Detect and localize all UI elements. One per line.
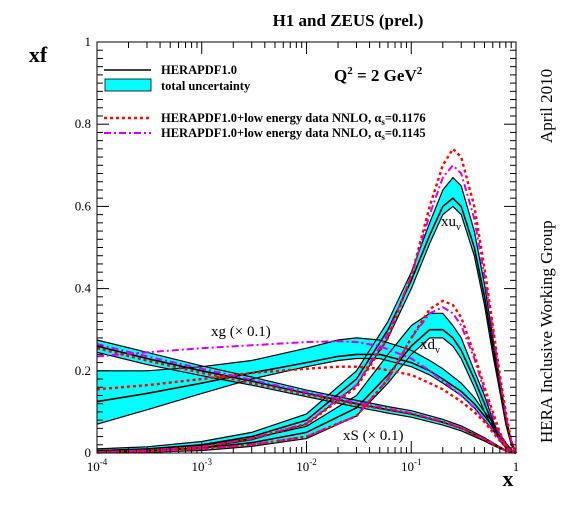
legend-herapdf-label: HERAPDF1.0 — [161, 63, 237, 77]
xuv-central-line — [96, 197, 517, 454]
curve-label-xg: xg (× 0.1) — [211, 324, 271, 340]
x-axis-title: x — [503, 466, 514, 491]
xdv-nnlo-1145-line — [96, 305, 517, 454]
y-tick-label: 0.2 — [75, 363, 91, 378]
axis-ticks: 0 0.2 0.4 0.6 0.8 1 10-4 10-3 10-2 10-1 1 — [75, 34, 520, 474]
xg_scaled-central-line — [96, 353, 517, 454]
y-tick-label: 0 — [85, 445, 92, 460]
curve-label-xuv: xuv — [441, 214, 461, 233]
x-tick-label: 10-3 — [192, 457, 213, 474]
y-tick-label: 1 — [85, 34, 92, 49]
xuv-nnlo-1145-line — [96, 163, 517, 454]
legend-nnlo-1176-label: HERAPDF1.0+low energy data NNLO, αs=0.11… — [161, 111, 426, 127]
central-curves — [96, 176, 517, 454]
y-tick-label: 0.6 — [75, 198, 92, 213]
legend-nnlo-1145-label: HERAPDF1.0+low energy data NNLO, αs=0.11… — [161, 126, 426, 142]
chart-title: H1 and ZEUS (prel.) — [273, 11, 424, 30]
y-tick-label: 0.4 — [75, 281, 92, 296]
legend-uncertainty-label: total uncertainty — [161, 79, 251, 93]
curve-label-xs: xS (× 0.1) — [343, 428, 404, 444]
legend: HERAPDF1.0 total uncertainty HERAPDF1.0+… — [104, 63, 426, 142]
side-label-group: HERA Inclusive Working Group — [537, 220, 556, 443]
xdv-band — [97, 313, 516, 453]
curve-label-xdv: xdv — [420, 337, 440, 356]
x-tick-label: 10-4 — [87, 457, 108, 474]
xS_scaled-nnlo-1145-line — [96, 343, 517, 454]
q2-label: Q2 = 2 GeV2 — [334, 65, 423, 85]
nnlo-curves — [96, 146, 518, 455]
legend-uncertainty-swatch — [104, 78, 152, 92]
xdv-nnlo-1176-line — [96, 299, 517, 455]
side-label-date: April 2010 — [537, 69, 556, 143]
xS_scaled-central-line — [96, 345, 517, 454]
x-tick-label: 1 — [513, 459, 520, 474]
x-tick-label: 10-2 — [296, 457, 317, 474]
y-tick-label: 0.8 — [75, 116, 91, 131]
xg_scaled-nnlo-1176-line — [96, 365, 517, 455]
y-axis-title: xf — [29, 42, 48, 67]
x-tick-label: 10-1 — [401, 457, 422, 474]
